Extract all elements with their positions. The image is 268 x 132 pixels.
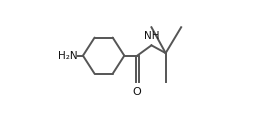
Text: H₂N: H₂N xyxy=(58,51,77,61)
Text: NH: NH xyxy=(144,31,159,41)
Text: O: O xyxy=(133,87,142,97)
